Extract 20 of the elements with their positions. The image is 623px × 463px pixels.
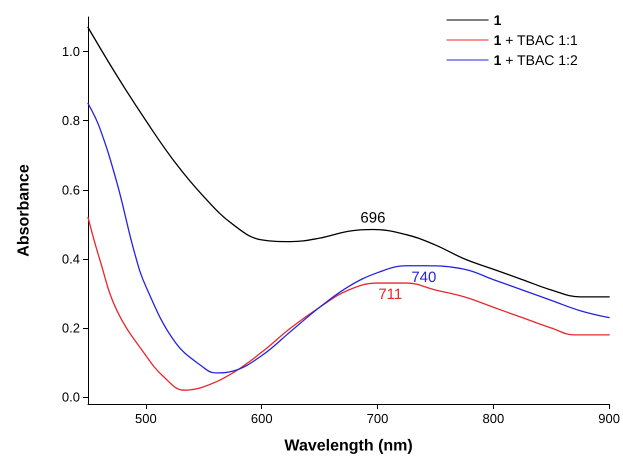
x-tick-label: 900 — [598, 411, 620, 426]
annotation: 740 — [411, 268, 436, 286]
y-axis-title: Absorbance — [16, 164, 32, 257]
annotation: 696 — [360, 210, 386, 227]
legend-label: 1 + TBAC 1:1 — [494, 32, 578, 48]
x-axis-title: Wavelength (nm) — [284, 438, 413, 454]
x-tick-label: 800 — [482, 411, 504, 426]
y-tick-label: 0.4 — [62, 251, 80, 266]
line-series — [87, 102, 610, 374]
y-tick-label: 0.0 — [62, 390, 80, 405]
x-tick-label: 700 — [366, 411, 388, 426]
legend-label: 1 + TBAC 1:2 — [494, 52, 578, 68]
x-tick-label: 600 — [250, 411, 273, 426]
y-tick-label: 1.0 — [62, 44, 80, 60]
y-tick-label: 0.2 — [62, 320, 80, 336]
legend-label: 1 — [494, 12, 502, 28]
annotation: 711 — [378, 286, 402, 304]
x-tick-label: 500 — [135, 411, 157, 426]
y-tick-label: 0.8 — [62, 113, 80, 128]
y-tick-label: 0.6 — [62, 182, 80, 198]
